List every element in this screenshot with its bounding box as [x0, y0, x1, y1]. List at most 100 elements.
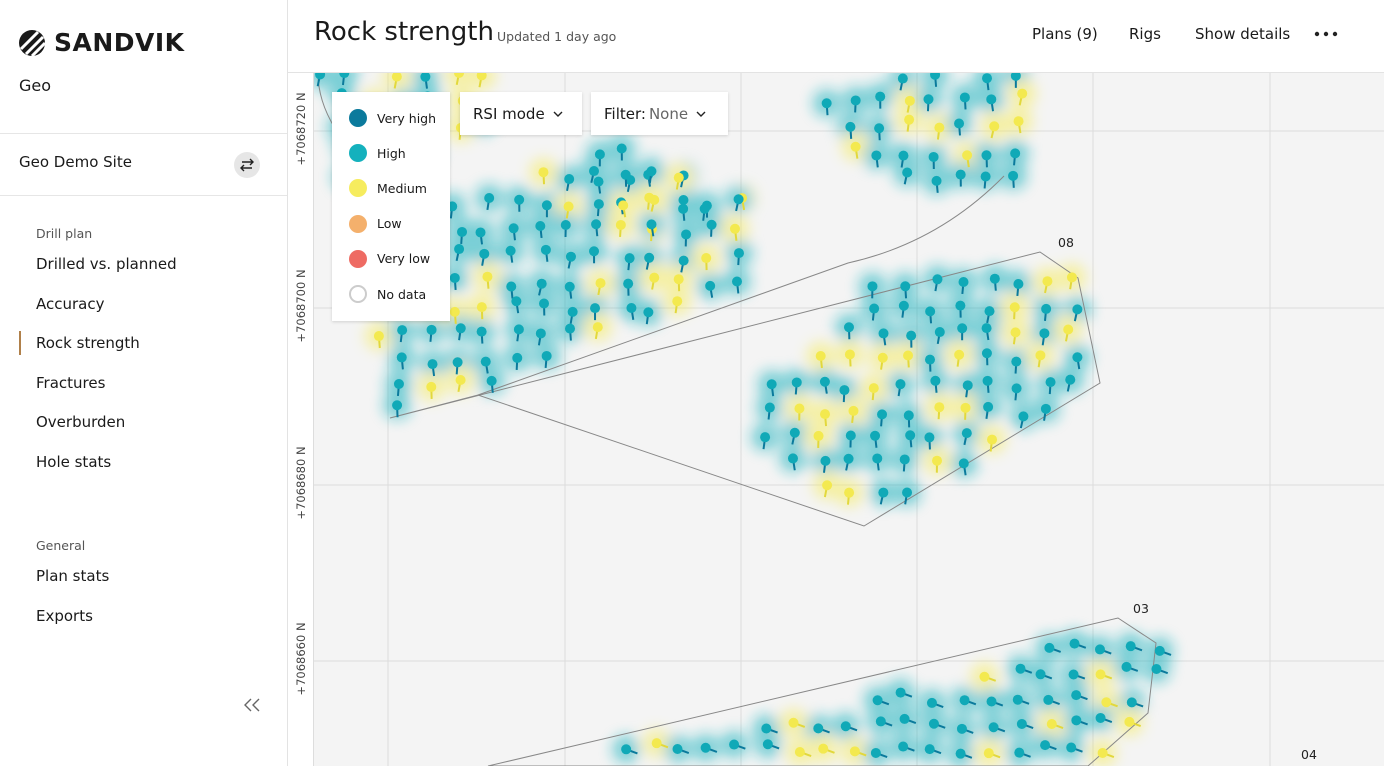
drill-hole — [476, 302, 487, 313]
legend-swatch — [349, 285, 367, 303]
drill-hole — [981, 323, 992, 334]
plan-label: 04 — [1301, 747, 1317, 762]
drill-hole — [924, 744, 935, 755]
drill-hole — [1010, 327, 1021, 338]
drill-hole — [844, 487, 855, 498]
drill-hole — [925, 306, 936, 317]
legend-item: Very high — [349, 109, 436, 127]
drill-hole — [644, 252, 655, 263]
nav-heading: General — [36, 538, 86, 553]
page-title: Rock strength — [314, 17, 494, 47]
drill-hole — [1071, 690, 1082, 701]
nav-item[interactable]: Plan stats — [36, 567, 110, 585]
nav-item[interactable]: Exports — [36, 606, 93, 625]
drill-hole — [1013, 116, 1024, 127]
drill-hole — [934, 122, 945, 133]
nav-item[interactable]: Drilled vs. planned — [36, 255, 177, 273]
drill-hole — [1016, 718, 1027, 729]
drill-hole — [484, 193, 495, 204]
drill-hole — [981, 150, 992, 161]
filter-select[interactable]: Filter: None — [591, 92, 728, 135]
drill-hole — [732, 276, 743, 287]
mode-select[interactable]: RSI mode — [460, 92, 582, 135]
drill-hole — [787, 453, 798, 464]
drill-hole — [924, 354, 935, 365]
drill-hole — [1095, 712, 1106, 723]
drill-hole — [762, 739, 773, 750]
nav-item[interactable]: Rock strength — [19, 331, 177, 374]
drill-hole — [761, 723, 772, 734]
map[interactable]: 08 03 04 +7068720 N +7068700 N +7068680 N +70… — [288, 73, 1384, 766]
drill-hole — [449, 306, 460, 317]
drill-hole — [1065, 374, 1076, 385]
drill-hole — [902, 487, 913, 498]
drill-hole — [1154, 645, 1165, 656]
drill-hole — [870, 747, 881, 758]
drill-hole — [590, 303, 601, 314]
drill-hole — [681, 229, 692, 240]
drill-hole — [1041, 303, 1052, 314]
drill-hole — [1035, 350, 1046, 361]
brand: SANDVIK — [18, 28, 185, 57]
drill-hole — [700, 742, 711, 753]
drill-hole — [955, 300, 966, 311]
nav-item[interactable]: Overburden — [36, 413, 126, 431]
drill-hole — [589, 246, 600, 257]
drill-hole — [512, 352, 523, 363]
plan-label: 08 — [1058, 235, 1074, 250]
drill-hole — [1045, 377, 1056, 388]
legend-swatch — [349, 179, 367, 198]
drill-hole — [593, 176, 604, 187]
drill-hole — [1071, 715, 1082, 726]
nav-item[interactable]: Hole stats — [36, 452, 112, 471]
drill-hole — [850, 141, 861, 152]
switch-site[interactable] — [234, 152, 260, 178]
drill-hole — [1017, 88, 1028, 99]
drill-hole — [1066, 742, 1077, 753]
drill-hole — [789, 427, 800, 438]
drill-hole — [932, 455, 943, 466]
drill-hole — [1151, 664, 1162, 675]
drill-hole — [1069, 638, 1080, 649]
drill-hole — [872, 695, 883, 706]
drill-hole — [396, 352, 407, 363]
drill-hole — [980, 171, 991, 182]
collapse[interactable] — [242, 697, 262, 713]
drill-hole — [955, 169, 966, 180]
drill-hole — [1097, 747, 1108, 758]
header-action[interactable]: Plans (9) — [1032, 25, 1098, 43]
drill-hole — [987, 434, 998, 445]
header-action[interactable]: Show details — [1195, 25, 1291, 43]
header-action[interactable]: Rigs — [1129, 25, 1161, 43]
drill-hole — [705, 280, 716, 291]
drill-hole — [1094, 644, 1105, 655]
drill-hole — [989, 121, 1000, 132]
drill-hole — [813, 723, 824, 734]
drill-hole — [850, 95, 861, 106]
more[interactable] — [1314, 30, 1338, 38]
northing-label: +7068720 N — [294, 92, 308, 166]
drill-hole — [928, 718, 939, 729]
drill-hole — [729, 223, 740, 234]
drill-hole — [539, 298, 550, 309]
northing-label: +7068680 N — [294, 446, 308, 520]
drill-hole — [839, 385, 850, 396]
drill-hole — [1068, 669, 1079, 680]
drill-hole — [989, 273, 1000, 284]
drill-hole — [875, 91, 886, 102]
drill-hole — [706, 219, 717, 230]
drill-hole — [315, 73, 326, 80]
drill-hole — [618, 200, 629, 211]
drill-hole — [673, 274, 684, 285]
drill-hole — [1035, 669, 1046, 680]
drill-hole — [1018, 411, 1029, 422]
drill-hole — [1043, 694, 1054, 705]
drill-hole — [649, 272, 660, 283]
updated: Updated 1 day ago — [497, 29, 617, 44]
drill-hole — [926, 697, 937, 708]
nav-item[interactable]: Fractures — [36, 373, 106, 392]
northing-axis: +7068720 N +7068700 N +7068680 N +7068660 N — [288, 73, 314, 766]
drill-hole — [900, 281, 911, 292]
nav-item[interactable]: Accuracy — [36, 294, 105, 313]
